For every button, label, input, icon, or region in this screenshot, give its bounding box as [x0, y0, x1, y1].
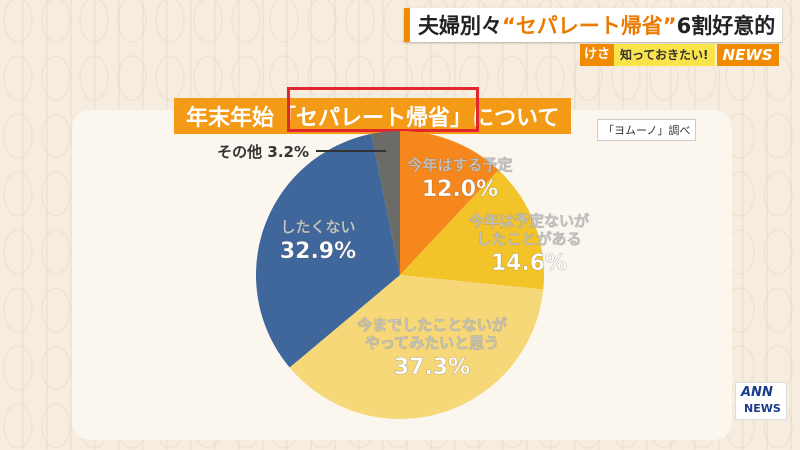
headline-text: 夫婦別々“セパレート帰省”6割好意的 [418, 10, 775, 40]
slice-other-label: その他 3.2% [217, 143, 309, 161]
slice-category-label: 今年は予定ないが [468, 212, 590, 230]
pattern-oval [3, 287, 33, 333]
pattern-oval [41, 345, 71, 391]
slice-value-label: 32.9% [280, 239, 356, 264]
pattern-oval [3, 403, 33, 449]
pattern-oval [3, 171, 33, 217]
ann-news-logo: ANN NEWS [735, 382, 787, 420]
pattern-oval [117, 0, 147, 43]
ann-logo-top: ANN [741, 385, 773, 400]
know-tag: 知っておきたい! [614, 44, 715, 66]
headline-part1: 夫婦別々 [418, 14, 502, 38]
chart-title: 年末年始「セパレート帰省」について [174, 98, 572, 134]
pattern-oval [79, 0, 109, 43]
pattern-oval [3, 229, 33, 275]
ann-logo-bottom: NEWS [744, 402, 781, 415]
program-tag: けさ 知っておきたい! NEWS [580, 44, 779, 66]
pattern-oval [79, 55, 109, 101]
headline-part2: 6割好意的 [676, 14, 776, 38]
slice-category-label: 今までしたことないが [356, 316, 508, 334]
pattern-oval [763, 287, 793, 333]
pattern-oval [41, 171, 71, 217]
pie-slice [256, 133, 400, 368]
headline-accent: “セパレート帰省” [502, 14, 677, 38]
source-label: 「ヨムーノ」調べ [597, 119, 697, 141]
keka-tag: けさ [580, 44, 615, 66]
slice-value-label: 14.6% [491, 251, 567, 276]
slice-label: その他 3.2% [217, 143, 386, 161]
slice-value-label: 37.3% [394, 355, 470, 380]
slice-category-label: したくない [280, 218, 355, 236]
pattern-oval [41, 0, 71, 43]
headline-banner: 夫婦別々“セパレート帰省”6割好意的 [404, 8, 782, 42]
pattern-oval [269, 0, 299, 43]
pattern-oval [345, 0, 375, 43]
slice-category-label: 今年はする予定 [406, 156, 512, 174]
pattern-oval [3, 0, 33, 43]
pie-slice [289, 275, 544, 419]
news-tag: NEWS [716, 44, 779, 66]
pattern-oval [763, 171, 793, 217]
pattern-oval [231, 0, 261, 43]
pattern-oval [3, 345, 33, 391]
pattern-oval [763, 229, 793, 275]
slice-category-label: やってみたいと思う [365, 334, 499, 352]
title-highlight-box [287, 87, 479, 132]
pattern-oval [117, 55, 147, 101]
pattern-oval [41, 55, 71, 101]
pie-slice [400, 131, 499, 275]
pie-slice [400, 170, 545, 290]
pie-slice [371, 131, 400, 275]
pattern-oval [41, 229, 71, 275]
slice-label: 今年はする予定 12.0% [406, 156, 513, 203]
pattern-oval [41, 113, 71, 159]
pattern-oval [763, 113, 793, 159]
slice-category-label: したことがある [476, 230, 581, 248]
pattern-oval [3, 113, 33, 159]
pattern-oval [155, 55, 185, 101]
slice-value-label: 12.0% [422, 177, 498, 202]
pattern-oval [155, 0, 185, 43]
pattern-oval [41, 403, 71, 449]
pattern-oval [193, 0, 223, 43]
pattern-oval [41, 287, 71, 333]
pattern-oval [3, 55, 33, 101]
slice-label: したくない 32.9% [280, 218, 357, 265]
pattern-oval [307, 0, 337, 43]
